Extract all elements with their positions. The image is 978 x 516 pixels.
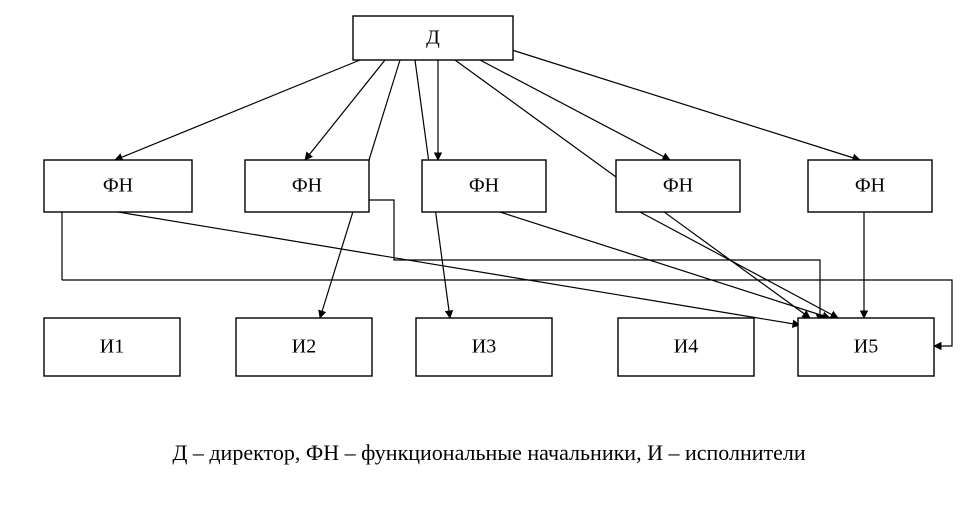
node-label: И1: [100, 336, 124, 358]
node-label: ФН: [855, 175, 885, 197]
edge: [305, 60, 385, 160]
node-label: И3: [472, 336, 496, 358]
edge: [640, 212, 838, 318]
node-label: ФН: [469, 175, 499, 197]
node-I4: И4: [618, 318, 754, 376]
node-I1: И1: [44, 318, 180, 376]
node-FN3: ФН: [422, 160, 546, 212]
node-label: Д: [426, 27, 440, 49]
node-label: ФН: [103, 175, 133, 197]
node-FN2: ФН: [245, 160, 369, 212]
node-I3: И3: [416, 318, 552, 376]
node-I2: И2: [236, 318, 372, 376]
edge: [512, 50, 860, 160]
edge: [115, 60, 360, 160]
node-label: ФН: [663, 175, 693, 197]
node-I5: И5: [798, 318, 934, 376]
node-D: Д: [353, 16, 513, 60]
edge: [480, 60, 670, 160]
node-label: И5: [854, 336, 878, 358]
node-FN4: ФН: [616, 160, 740, 212]
node-FN5: ФН: [808, 160, 932, 212]
legend-text: Д – директор, ФН – функциональные началь…: [172, 440, 806, 465]
node-FN1: ФН: [44, 160, 192, 212]
edge: [118, 212, 800, 325]
org-diagram: Д ФН ФН ФН ФН ФН И1 И2 И3 И4 И5 Д – директор, ФН –…: [0, 0, 978, 516]
node-label: И2: [292, 336, 316, 358]
nodes-layer: Д ФН ФН ФН ФН ФН И1 И2 И3 И4 И5: [44, 16, 934, 376]
node-label: И4: [674, 336, 698, 358]
node-label: ФН: [292, 175, 322, 197]
